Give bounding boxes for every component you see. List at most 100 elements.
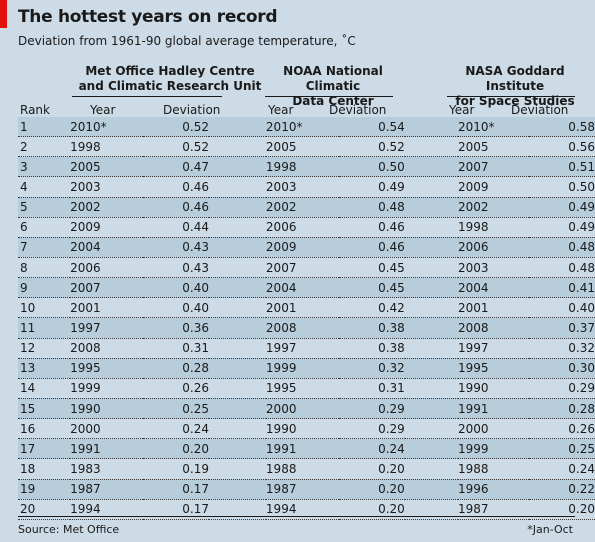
met-office-year-cell: 2000: [70, 418, 144, 440]
noaa-deviation-cell: 0.38: [338, 317, 405, 339]
noaa-deviation-cell: 0.29: [338, 398, 405, 420]
noaa-year-cell: 2002: [265, 197, 339, 218]
column-header-year: Year: [90, 103, 116, 117]
rank-cell: 13: [18, 358, 71, 379]
rank-cell: 5: [18, 197, 71, 218]
met-office-deviation-cell: 0.28: [143, 358, 209, 379]
noaa-year-cell: 1987: [265, 479, 339, 500]
rank-cell: 17: [18, 438, 71, 460]
column-gap: [209, 156, 266, 178]
nasa-year-cell: 2006: [457, 237, 530, 258]
column-gap: [404, 257, 458, 279]
column-gap: [209, 378, 266, 399]
column-gap: [404, 156, 458, 178]
nasa-year-cell: 2008: [457, 317, 530, 339]
table-row: 19 1987 0.17 1987 0.20 1996 0.22: [18, 479, 595, 500]
nasa-year-cell: 1999: [457, 438, 530, 460]
noaa-deviation-cell: 0.20: [338, 479, 405, 500]
met-office-year-cell: 2004: [70, 237, 144, 258]
noaa-year-cell: 2006: [265, 217, 339, 238]
column-gap: [404, 338, 458, 359]
met-office-year-cell: 1998: [70, 136, 144, 158]
noaa-deviation-cell: 0.24: [338, 438, 405, 460]
table-row: 17 1991 0.20 1991 0.24 1999 0.25: [18, 438, 595, 460]
nasa-deviation-cell: 0.32: [529, 338, 595, 359]
nasa-deviation-cell: 0.20: [529, 499, 595, 520]
nasa-year-cell: 1988: [457, 458, 530, 480]
table-row: 10 2001 0.40 2001 0.42 2001 0.40: [18, 297, 595, 319]
rank-cell: 9: [18, 277, 71, 299]
noaa-year-cell: 2010*: [265, 117, 339, 138]
table-row: 8 2006 0.43 2007 0.45 2003 0.48: [18, 257, 595, 279]
met-office-deviation-cell: 0.26: [143, 378, 209, 399]
noaa-year-cell: 2004: [265, 277, 339, 299]
noaa-year-cell: 2008: [265, 317, 339, 339]
source-header-met-office: Met Office Hadley Centre and Climatic Re…: [70, 64, 270, 94]
rank-cell: 14: [18, 378, 71, 399]
met-office-year-cell: 1991: [70, 438, 144, 460]
nasa-deviation-cell: 0.40: [529, 297, 595, 319]
nasa-year-cell: 2009: [457, 176, 530, 198]
met-office-year-cell: 1994: [70, 499, 144, 520]
source-header-line2: and Climatic Research Unit: [78, 79, 262, 93]
rank-cell: 18: [18, 458, 71, 480]
table-row: 7 2004 0.43 2009 0.46 2006 0.48: [18, 237, 595, 258]
rank-cell: 20: [18, 499, 71, 520]
met-office-year-cell: 2002: [70, 197, 144, 218]
column-gap: [209, 117, 266, 138]
met-office-year-cell: 2007: [70, 277, 144, 299]
noaa-year-cell: 1991: [265, 438, 339, 460]
column-gap: [209, 398, 266, 420]
table-row: 11 1997 0.36 2008 0.38 2008 0.37: [18, 317, 595, 339]
noaa-year-cell: 2009: [265, 237, 339, 258]
met-office-year-cell: 2010*: [70, 117, 144, 138]
nasa-deviation-cell: 0.49: [529, 217, 595, 238]
table-row: 9 2007 0.40 2004 0.45 2004 0.41: [18, 277, 595, 299]
noaa-deviation-cell: 0.31: [338, 378, 405, 399]
met-office-deviation-cell: 0.40: [143, 297, 209, 319]
source-header-noaa: NOAA National Climatic Data Center: [258, 64, 408, 109]
column-gap: [404, 378, 458, 399]
rank-cell: 15: [18, 398, 71, 420]
noaa-deviation-cell: 0.32: [338, 358, 405, 379]
noaa-year-cell: 1994: [265, 499, 339, 520]
met-office-year-cell: 2001: [70, 297, 144, 319]
met-office-deviation-cell: 0.52: [143, 136, 209, 158]
met-office-year-cell: 1983: [70, 458, 144, 480]
met-office-deviation-cell: 0.24: [143, 418, 209, 440]
noaa-year-cell: 1988: [265, 458, 339, 480]
nasa-deviation-cell: 0.58: [529, 117, 595, 138]
met-office-year-cell: 1997: [70, 317, 144, 339]
nasa-year-cell: 1987: [457, 499, 530, 520]
noaa-deviation-cell: 0.48: [338, 197, 405, 218]
met-office-year-cell: 1990: [70, 398, 144, 420]
nasa-deviation-cell: 0.41: [529, 277, 595, 299]
column-gap: [404, 237, 458, 258]
table-row: 2 1998 0.52 2005 0.52 2005 0.56: [18, 136, 595, 158]
nasa-deviation-cell: 0.24: [529, 458, 595, 480]
met-office-year-cell: 1987: [70, 479, 144, 500]
nasa-deviation-cell: 0.50: [529, 176, 595, 198]
nasa-year-cell: 2000: [457, 418, 530, 440]
chart-subtitle: Deviation from 1961-90 global average te…: [18, 34, 356, 48]
red-accent-bar: [0, 0, 7, 28]
nasa-deviation-cell: 0.29: [529, 378, 595, 399]
noaa-deviation-cell: 0.50: [338, 156, 405, 178]
noaa-deviation-cell: 0.46: [338, 237, 405, 258]
nasa-year-cell: 2010*: [457, 117, 530, 138]
rank-cell: 7: [18, 237, 71, 258]
met-office-deviation-cell: 0.43: [143, 257, 209, 279]
noaa-year-cell: 2001: [265, 297, 339, 319]
source-header-nasa: NASA Goddard Institute for Space Studies: [440, 64, 590, 109]
nasa-deviation-cell: 0.22: [529, 479, 595, 500]
nasa-deviation-cell: 0.25: [529, 438, 595, 460]
source-note: Source: Met Office: [18, 523, 120, 536]
met-office-year-cell: 2003: [70, 176, 144, 198]
column-gap: [209, 338, 266, 359]
bottom-rule: [18, 516, 575, 517]
noaa-year-cell: 2003: [265, 176, 339, 198]
table-row: 18 1983 0.19 1988 0.20 1988 0.24: [18, 458, 595, 480]
column-gap: [209, 176, 266, 198]
noaa-deviation-cell: 0.20: [338, 458, 405, 480]
column-gap: [209, 317, 266, 339]
